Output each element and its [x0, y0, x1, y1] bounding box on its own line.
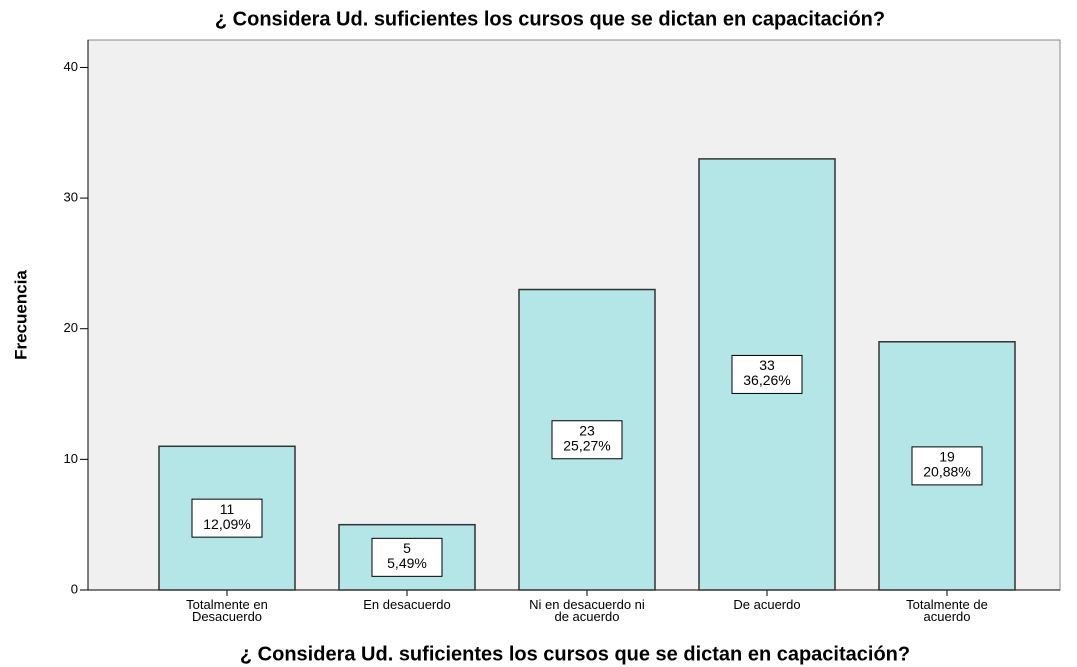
x-tick-line: Desacuerdo: [192, 609, 262, 624]
data-label: 19: [939, 449, 955, 465]
x-tick-label: De acuerdo: [733, 597, 800, 612]
y-tick-label: 40: [64, 59, 78, 74]
data-label: 5: [403, 540, 411, 556]
y-tick-label: 30: [64, 190, 78, 205]
x-tick-line: De acuerdo: [733, 597, 800, 612]
percent-label: 25,27%: [563, 437, 610, 453]
x-tick-line: Totalmente de: [906, 597, 988, 612]
x-tick-label: Totalmente de acuerdo: [906, 597, 988, 624]
percent-label: 36,26%: [743, 372, 790, 388]
percent-label: 12,09%: [203, 516, 250, 532]
data-label: 23: [579, 422, 595, 438]
x-tick-line: Ni en desacuerdo ni: [529, 597, 645, 612]
x-tick-label: Totalmente en Desacuerdo: [186, 597, 268, 624]
x-tick-label: Ni en desacuerdo ni de acuerdo: [529, 597, 645, 624]
y-tick-label: 10: [64, 451, 78, 466]
x-tick-line: Totalmente en: [186, 597, 268, 612]
y-tick-label: 20: [64, 320, 78, 335]
data-label-box: [371, 537, 443, 577]
data-label: 33: [759, 357, 775, 373]
x-tick-line: de acuerdo: [554, 609, 619, 624]
x-tick-line: En desacuerdo: [363, 597, 450, 612]
percent-label: 20,88%: [923, 464, 970, 480]
data-label-box: [551, 420, 623, 460]
x-tick-label: En desacuerdo: [363, 597, 450, 612]
y-axis-label: Frecuencia: [11, 270, 30, 360]
data-label-box: [731, 354, 803, 394]
data-label-box: [911, 446, 983, 486]
chart-title: ¿ Considera Ud. suficientes los cursos q…: [215, 8, 885, 30]
data-label: 11: [220, 501, 235, 517]
data-label-box: [191, 498, 263, 538]
x-axis-label: ¿ Considera Ud. suficientes los cursos q…: [240, 643, 910, 665]
x-tick-line: acuerdo: [924, 609, 971, 624]
y-tick-label: 0: [71, 581, 78, 596]
percent-label: 5,49%: [387, 555, 427, 571]
